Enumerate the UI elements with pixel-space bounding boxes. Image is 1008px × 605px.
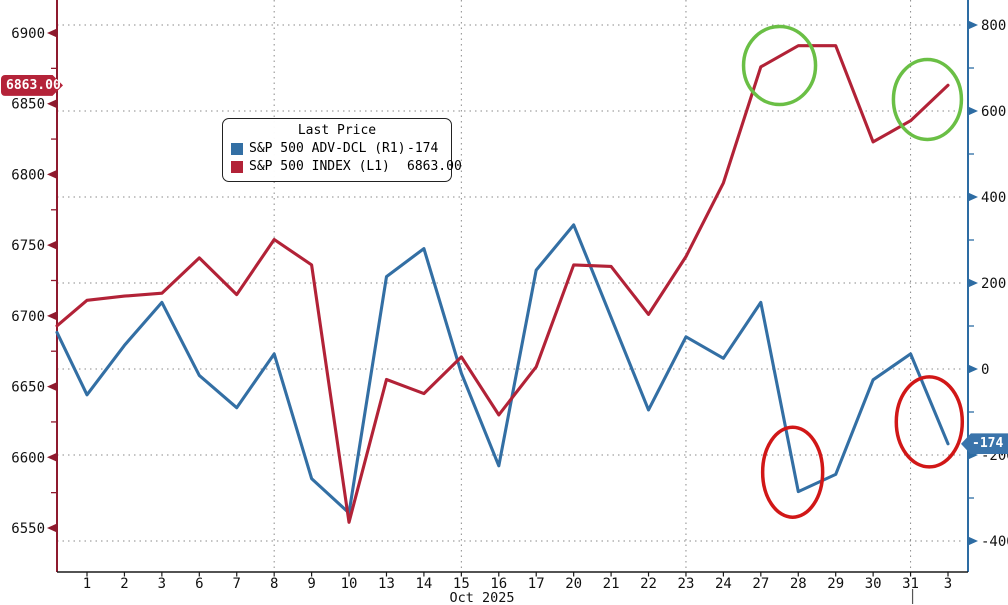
x-axis-label: 7 bbox=[233, 576, 241, 592]
right-axis-tick-arrow bbox=[968, 278, 978, 288]
legend-label: S&P 500 ADV-DCL (R1) bbox=[249, 141, 406, 156]
x-axis-label: 16 bbox=[490, 576, 507, 592]
x-axis-label: 23 bbox=[678, 576, 695, 592]
x-axis-label: 15 bbox=[453, 576, 470, 592]
right-axis-label: 600 bbox=[981, 104, 1006, 120]
left-axis-tick-arrow bbox=[47, 523, 57, 533]
right-axis-tick-arrow bbox=[968, 192, 978, 202]
legend-label: S&P 500 INDEX (L1) bbox=[249, 159, 390, 174]
left-axis-tick-arrow bbox=[47, 382, 57, 392]
x-axis-label: 1 bbox=[83, 576, 91, 592]
x-axis-label: 28 bbox=[790, 576, 807, 592]
left-axis-label: 6800 bbox=[11, 167, 45, 183]
x-axis-label: 24 bbox=[715, 576, 732, 592]
x-axis-label: 29 bbox=[827, 576, 844, 592]
left-axis-tick-arrow bbox=[47, 311, 57, 321]
green-circle-annotation bbox=[741, 24, 818, 107]
x-axis-label: 9 bbox=[307, 576, 315, 592]
x-axis-label: 3 bbox=[944, 576, 952, 592]
x-axis-label: 6 bbox=[195, 576, 203, 592]
left-axis-label: 6900 bbox=[11, 26, 45, 42]
x-axis-label: 21 bbox=[603, 576, 620, 592]
left-axis-label: 6550 bbox=[11, 521, 45, 537]
sp500-index-line bbox=[55, 44, 950, 524]
left-axis-label: 6600 bbox=[11, 450, 45, 466]
x-axis-label: 13 bbox=[378, 576, 395, 592]
x-axis-label: 8 bbox=[270, 576, 278, 592]
right-axis-tick-arrow bbox=[968, 20, 978, 30]
x-axis-label: 27 bbox=[752, 576, 769, 592]
left-axis-tick-arrow bbox=[47, 240, 57, 250]
red-circle-annotation bbox=[894, 375, 965, 469]
left-axis-label: 6650 bbox=[11, 380, 45, 396]
sp500-adv-dcl-line bbox=[55, 223, 950, 515]
right-axis-label: -400 bbox=[981, 534, 1008, 550]
right-axis-label: 200 bbox=[981, 276, 1006, 292]
left-axis-label: 6700 bbox=[11, 309, 45, 325]
x-axis-label: 2 bbox=[120, 576, 128, 592]
red-circle-annotation bbox=[760, 425, 825, 519]
blue-series-swatch bbox=[231, 143, 243, 155]
legend-item-adv-dcl[interactable]: S&P 500 ADV-DCL (R1) -174 bbox=[231, 140, 443, 158]
left-axis-label: 6750 bbox=[11, 238, 45, 254]
right-axis-tick-arrow bbox=[968, 364, 978, 374]
last-value-badge-right-axis: -174 bbox=[961, 433, 1008, 455]
right-axis-label: 0 bbox=[981, 362, 989, 378]
x-axis-label: 30 bbox=[865, 576, 882, 592]
x-axis-label: 10 bbox=[341, 576, 358, 592]
legend-item-index[interactable]: S&P 500 INDEX (L1) 6863.00 bbox=[231, 158, 462, 176]
x-axis-label: 22 bbox=[640, 576, 657, 592]
right-axis-label: 400 bbox=[981, 190, 1006, 206]
left-axis-label: 6850 bbox=[11, 97, 45, 113]
left-axis-tick-arrow bbox=[47, 452, 57, 462]
x-axis-label: 17 bbox=[528, 576, 545, 592]
legend-value: 6863.00 bbox=[407, 159, 462, 174]
legend-value: -174 bbox=[407, 141, 439, 156]
left-axis-tick-arrow bbox=[47, 169, 57, 179]
x-axis-label: 20 bbox=[565, 576, 582, 592]
legend-box: Last Price S&P 500 ADV-DCL (R1) -174 S&P… bbox=[222, 118, 462, 182]
red-series-swatch bbox=[231, 161, 243, 173]
x-axis-label: 3 bbox=[158, 576, 166, 592]
x-axis-label: 14 bbox=[415, 576, 432, 592]
last-price-badge-left-axis: 6863.00 bbox=[1, 74, 63, 96]
right-axis-tick-arrow bbox=[968, 106, 978, 116]
right-axis-label: 800 bbox=[981, 18, 1006, 34]
x-axis-month-label: Oct 2025 bbox=[449, 590, 514, 605]
legend-title: Last Price bbox=[297, 123, 377, 138]
green-circle-annotation bbox=[891, 57, 964, 142]
right-axis-tick-arrow bbox=[968, 536, 978, 546]
left-axis-tick-arrow bbox=[47, 99, 57, 109]
left-axis-tick-arrow bbox=[47, 28, 57, 38]
x-axis-label: 31 bbox=[902, 576, 919, 592]
